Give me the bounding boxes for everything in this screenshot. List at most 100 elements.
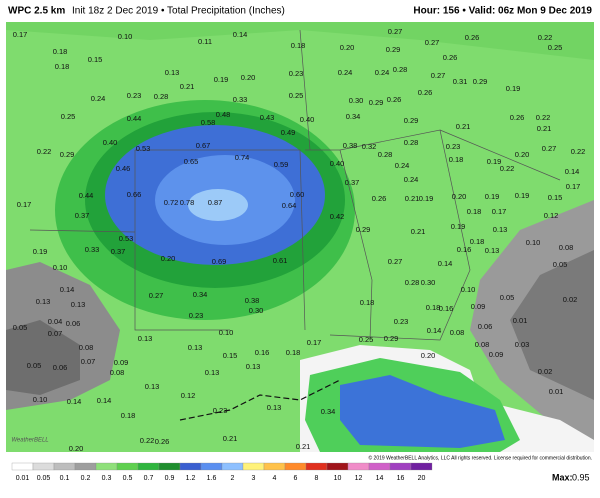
max-value: 0.95 — [572, 472, 590, 482]
precip-value: 0.37 — [345, 178, 360, 187]
precip-value: 0.66 — [127, 190, 142, 199]
precip-value: 0.24 — [91, 94, 106, 103]
precip-value: 0.16 — [457, 245, 472, 254]
precip-value: 0.06 — [478, 322, 493, 331]
colorbar-label: 20 — [418, 475, 426, 482]
precip-value: 0.18 — [360, 298, 375, 307]
precip-value: 0.05 — [27, 361, 42, 370]
precip-value: 0.34 — [321, 407, 336, 416]
precip-value: 0.20 — [69, 444, 84, 453]
precip-value: 0.37 — [75, 211, 90, 220]
precip-value: 0.18 — [449, 155, 464, 164]
precip-value: 0.53 — [136, 144, 151, 153]
precip-value: 0.20 — [241, 73, 256, 82]
colorbar-label: 14 — [376, 475, 384, 482]
colorbar-swatch — [368, 462, 391, 471]
precip-value: 0.01 — [549, 387, 564, 396]
precip-value: 0.19 — [419, 194, 434, 203]
precip-value: 0.10 — [53, 263, 68, 272]
colorbar: 0.01 0.05 0.1 0.2 0.3 0.5 0.7 0.9 1.2 1.6 2 3 4 6 8 10 1… — [11, 462, 433, 482]
precip-value: 0.14 — [60, 285, 75, 294]
precip-value: 0.05 — [553, 260, 568, 269]
precip-value: 0.21 — [180, 82, 195, 91]
precip-value: 0.87 — [208, 198, 223, 207]
colorbar-swatch — [53, 462, 76, 471]
precip-value: 0.08 — [110, 368, 125, 377]
precip-value: 0.14 — [565, 167, 580, 176]
precip-value: 0.29 — [60, 150, 75, 159]
precip-value: 0.30 — [421, 278, 436, 287]
precip-value: 0.14 — [233, 30, 248, 39]
precip-value: 0.29 — [386, 45, 401, 54]
precip-value: 0.40 — [330, 159, 345, 168]
precip-value: 0.13 — [71, 300, 86, 309]
precip-value: 0.21 — [296, 442, 311, 451]
precip-value: 0.25 — [359, 335, 374, 344]
precip-value: 0.46 — [116, 164, 131, 173]
precip-value: 0.33 — [233, 95, 248, 104]
precip-value: 0.26 — [387, 95, 402, 104]
colorbar-label: 0.3 — [102, 475, 112, 482]
precip-value: 0.13 — [145, 382, 160, 391]
colorbar-swatch — [242, 462, 265, 471]
precip-value: 0.59 — [274, 160, 289, 169]
colorbar-label: 4 — [273, 475, 277, 482]
precip-value: 0.20 — [340, 43, 355, 52]
precip-value: 0.22 — [37, 147, 52, 156]
precip-value: 0.23 — [213, 406, 228, 415]
precip-value: 0.72 — [164, 198, 179, 207]
valid-time: Hour: 156 • Valid: 06z Mon 9 Dec 2019 — [413, 6, 592, 17]
colorbar-swatch — [158, 462, 181, 471]
colorbar-swatch — [32, 462, 55, 471]
precip-value: 0.18 — [55, 62, 70, 71]
precip-value: 0.13 — [485, 246, 500, 255]
precip-value: 0.10 — [33, 395, 48, 404]
precip-value: 0.26 — [465, 33, 480, 42]
precip-value: 0.22 — [538, 33, 553, 42]
precip-value: 0.04 — [48, 317, 63, 326]
colorbar-label: 0.05 — [37, 475, 51, 482]
precip-value: 0.27 — [388, 27, 403, 36]
colorbar-label: 1.2 — [186, 475, 196, 482]
colorbar-swatch — [305, 462, 328, 471]
precip-value: 0.14 — [97, 396, 112, 405]
precip-value: 0.13 — [267, 403, 282, 412]
precip-value: 0.34 — [193, 290, 208, 299]
precip-value: 0.31 — [453, 77, 468, 86]
precip-value: 0.08 — [79, 343, 94, 352]
precip-value: 0.19 — [214, 75, 229, 84]
colorbar-label: 8 — [315, 475, 319, 482]
precip-value: 0.28 — [154, 92, 169, 101]
precip-value: 0.28 — [378, 150, 393, 159]
precip-value: 0.15 — [548, 193, 563, 202]
precip-value: 0.21 — [405, 194, 420, 203]
colorbar-label: 2 — [231, 475, 235, 482]
precip-value: 0.19 — [515, 191, 530, 200]
precip-value: 0.18 — [53, 47, 68, 56]
max-label: Max: — [552, 472, 573, 482]
precip-value: 0.10 — [526, 238, 541, 247]
precip-value: 0.28 — [404, 138, 419, 147]
precip-value: 0.22 — [500, 164, 515, 173]
precip-value: 0.48 — [216, 110, 231, 119]
precip-value: 0.17 — [13, 30, 28, 39]
precip-value: 0.25 — [289, 91, 304, 100]
precip-value: 0.67 — [196, 141, 211, 150]
dry-west-dark — [6, 320, 80, 395]
precip-value: 0.74 — [235, 153, 250, 162]
colorbar-swatch — [200, 462, 223, 471]
precip-value: 0.09 — [489, 350, 504, 359]
precip-value: 0.28 — [393, 65, 408, 74]
precip-value: 0.17 — [492, 207, 507, 216]
precip-value: 0.13 — [188, 343, 203, 352]
precip-value: 0.61 — [273, 256, 288, 265]
precip-value: 0.49 — [281, 128, 296, 137]
colorbar-swatch — [263, 462, 286, 471]
precip-value: 0.30 — [349, 96, 364, 105]
colorbar-swatch — [410, 462, 433, 471]
precip-value: 0.24 — [338, 68, 353, 77]
precip-value: 0.27 — [388, 257, 403, 266]
precip-value: 0.24 — [404, 175, 419, 184]
colorbar-label: 0.01 — [16, 475, 30, 482]
precip-value: 0.53 — [119, 234, 134, 243]
